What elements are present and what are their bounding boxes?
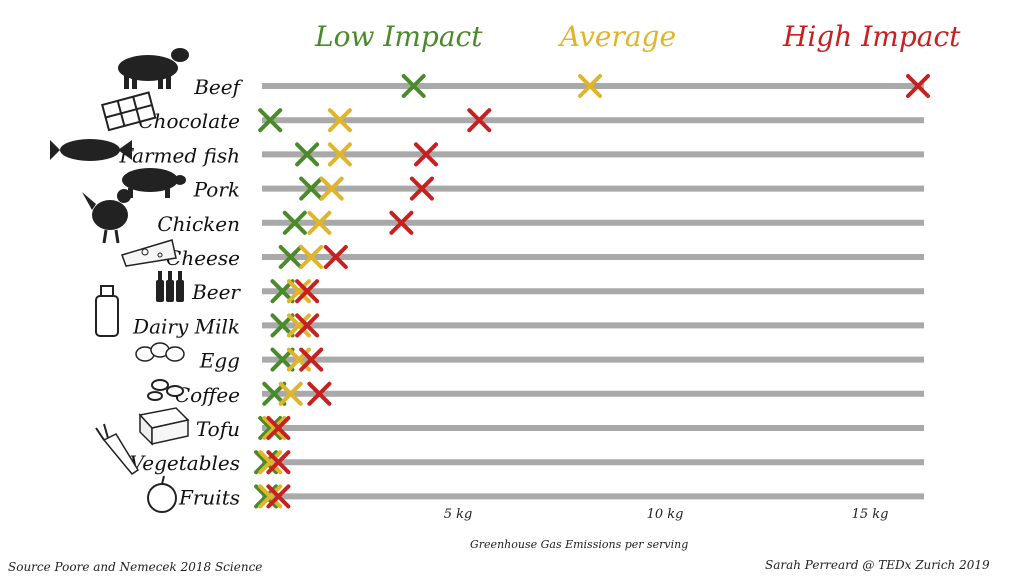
category-label: Beer [191,280,241,304]
chocolate-bar-icon [101,91,157,132]
data-point-x-mark [258,416,283,440]
apple-icon [147,475,177,513]
fish-icon [50,139,132,161]
category-label: Coffee [175,383,240,407]
data-point-x-mark [278,245,303,269]
category-label: Pork [193,178,240,202]
eggs-icon [135,342,185,362]
data-point-x-mark [467,108,492,133]
data-point-x-mark [258,108,283,133]
category-label: Egg [199,349,240,373]
chart-marks [254,74,930,509]
chart-rows: Beef Chocolate Farmed fish Pork Chicken Chees… [119,75,924,509]
tofu-icon [138,407,190,446]
food-icons [50,48,190,513]
data-point-x-mark [327,108,352,133]
data-point-x-mark [258,484,283,509]
cheese-icon [121,239,177,267]
x-tick-label-15: 15 kg [851,507,889,522]
data-point-x-mark [578,74,602,98]
data-point-x-mark [286,313,311,338]
data-point-x-mark [319,176,344,201]
data-point-x-mark [414,142,438,167]
x-tick-label-5: 5 kg [443,507,473,522]
data-point-x-mark [266,450,291,475]
data-point-x-mark [295,142,320,167]
category-label: Chicken [157,212,240,236]
data-point-x-mark [409,176,434,201]
data-point-x-mark [299,347,324,372]
category-label: Vegetables [130,451,240,475]
coffee-beans-icon [147,379,184,401]
category-label: Chocolate [138,109,240,133]
data-point-x-mark [299,176,324,201]
data-point-x-mark [262,416,287,440]
carrot-icon [95,423,140,476]
cow-icon [118,48,189,89]
legend-high-impact: High Impact [783,20,961,53]
pig-icon [122,168,186,198]
data-point-x-mark [282,210,307,235]
x-tick-label-10: 10 kg [646,507,684,522]
data-point-x-mark [286,279,311,304]
data-point-x-mark [270,279,295,304]
category-label: Cheese [166,246,240,270]
category-label: Fruits [178,485,240,509]
data-point-x-mark [295,279,320,304]
category-label: Beef [193,75,243,99]
legend-average: Average [560,20,677,53]
data-point-x-mark [270,347,295,372]
milk-bottle-icon [95,285,119,337]
legend-low-impact: Low Impact [315,20,483,53]
data-point-x-mark [401,74,426,98]
credit-note: Sarah Perreard @ TEDx Zurich 2019 [765,558,990,572]
category-label: Tofu [196,417,240,441]
data-point-x-mark [299,245,324,269]
data-point-x-mark [262,381,287,406]
data-point-x-mark [270,313,295,338]
data-point-x-mark [327,142,352,167]
source-note: Source Poore and Nemecek 2018 Science [8,560,263,574]
data-point-x-mark [266,484,291,509]
chicken-icon [82,189,131,244]
data-point-x-mark [389,210,414,235]
data-point-x-mark [266,416,291,440]
data-point-x-mark [307,210,332,235]
data-point-x-mark [258,450,283,475]
data-point-x-mark [323,245,348,269]
beer-bottles-icon [156,271,184,302]
data-point-x-mark [307,381,332,406]
data-point-x-mark [278,381,303,406]
data-point-x-mark [906,74,930,98]
data-point-x-mark [295,313,320,338]
x-axis-label: Greenhouse Gas Emissions per serving [470,538,689,551]
category-label: Dairy Milk [132,314,240,338]
category-label: Farmed fish [119,143,240,167]
